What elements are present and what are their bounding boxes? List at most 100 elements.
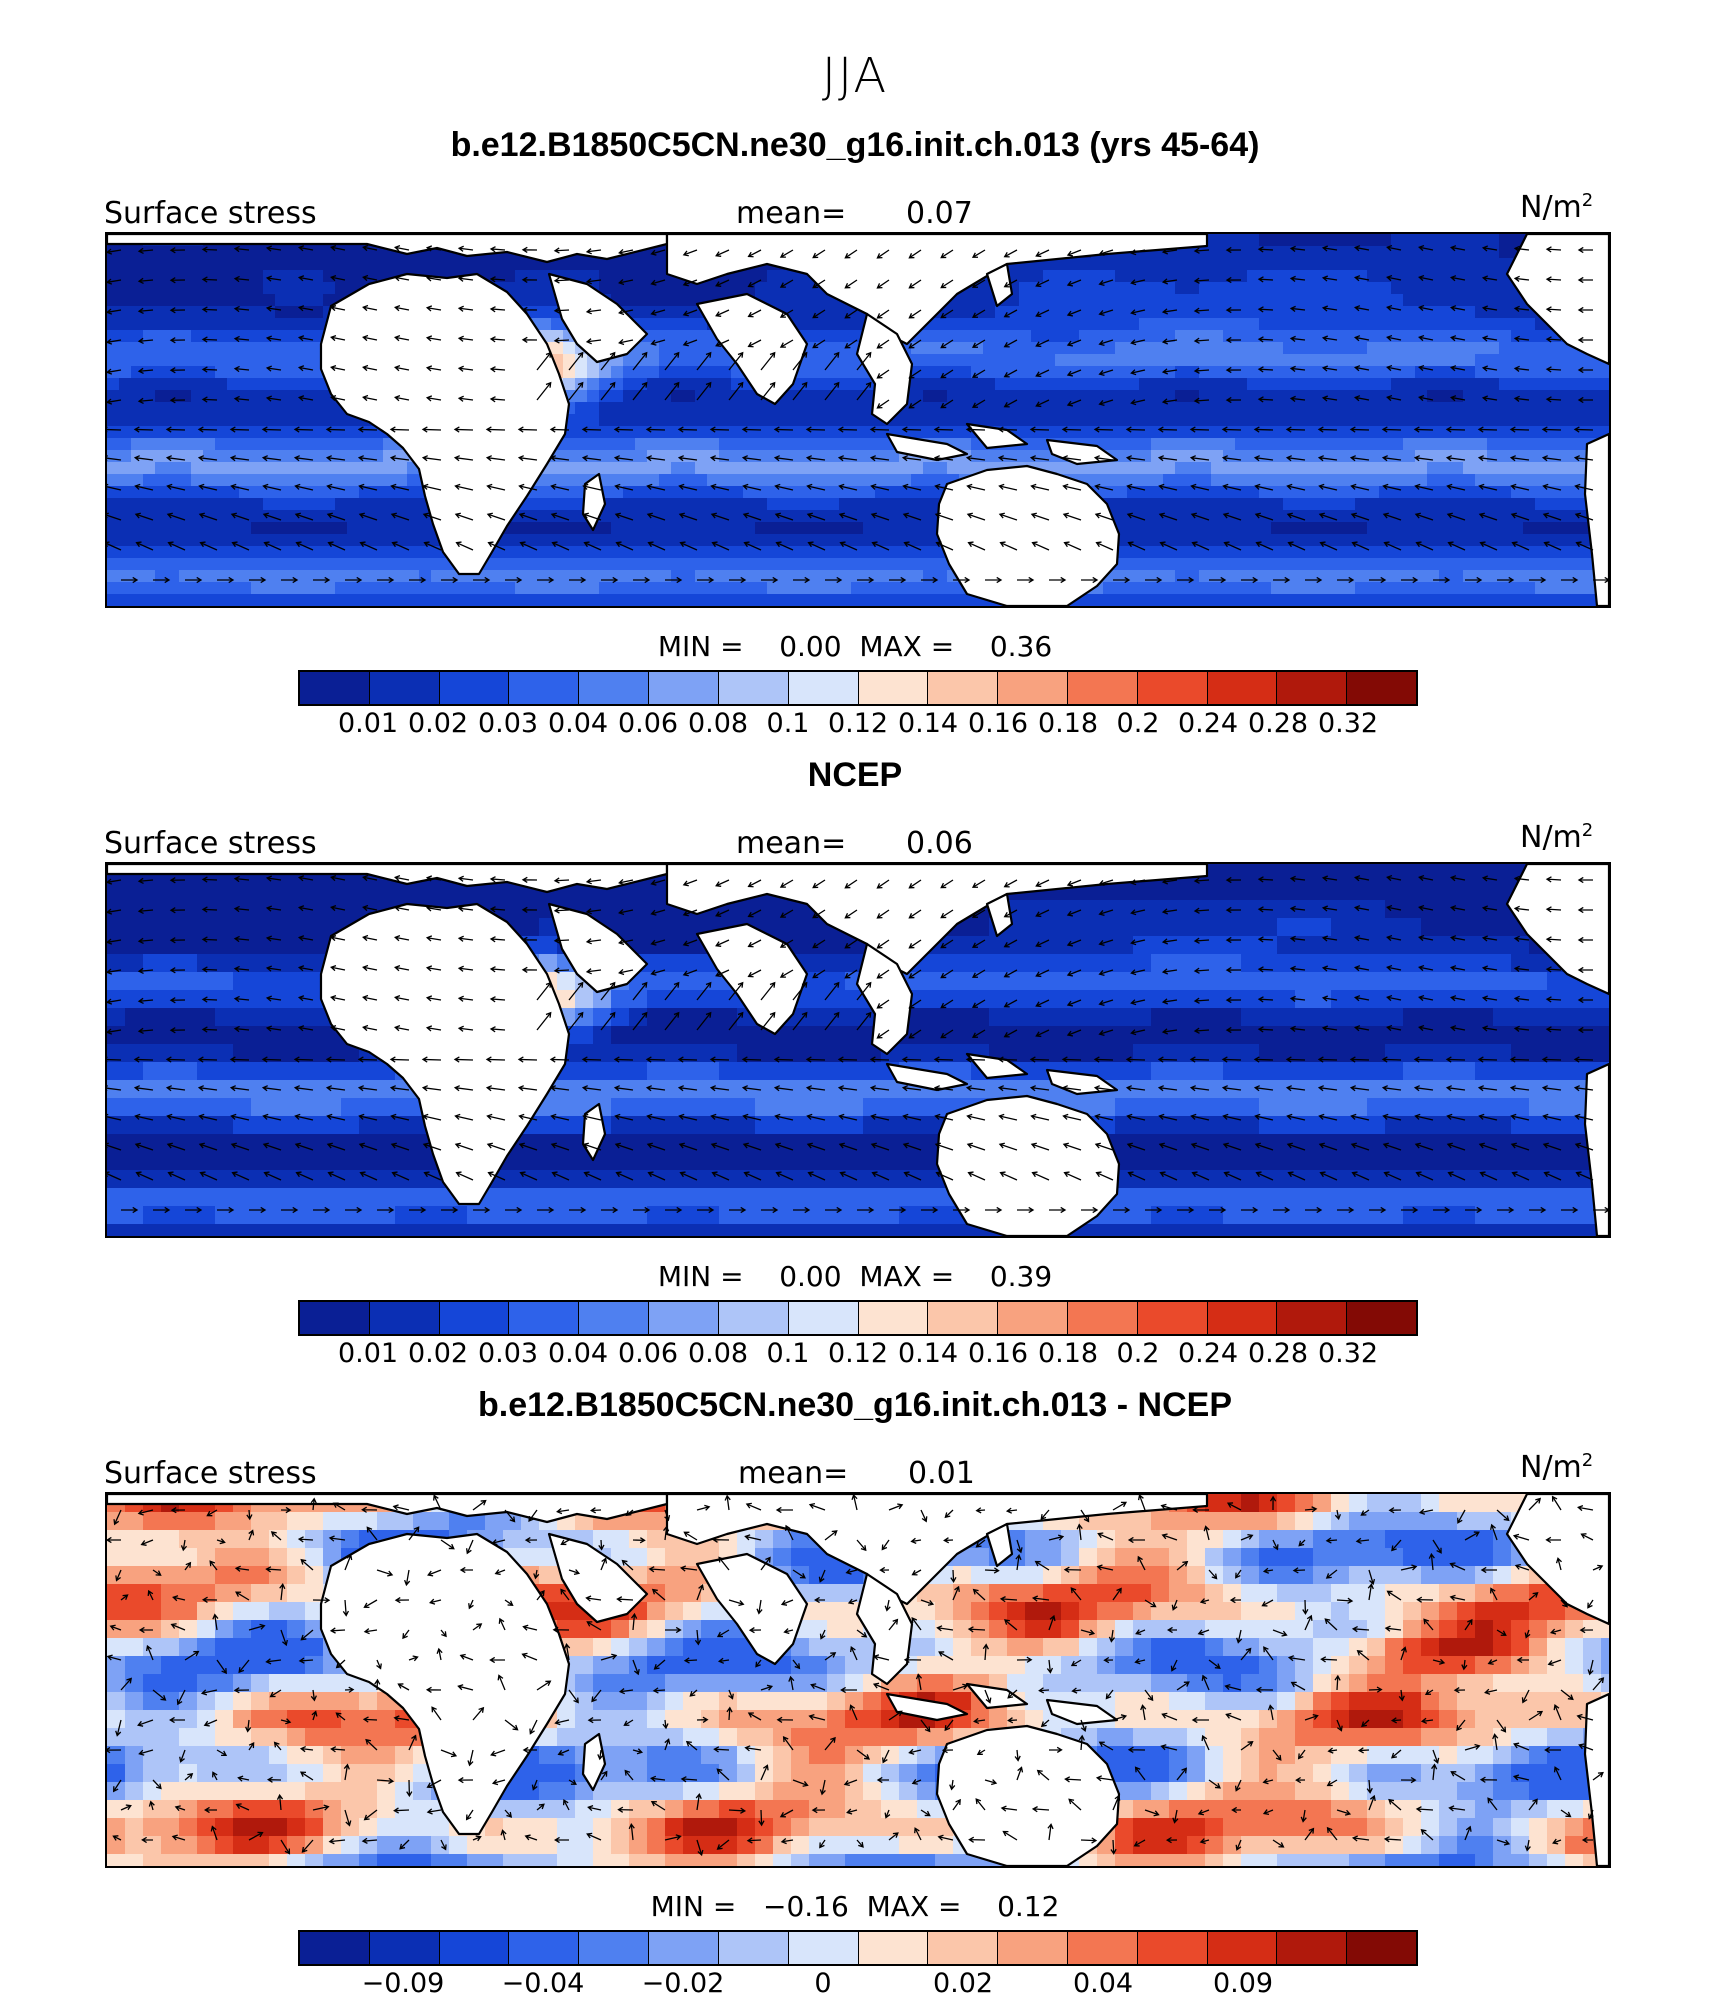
stress-arrow: [169, 307, 186, 314]
stress-arrow: [1093, 426, 1114, 433]
field-cell: [203, 594, 216, 606]
field-cell: [1115, 414, 1128, 427]
field-cell: [1307, 294, 1320, 307]
field-cell: [179, 318, 192, 331]
field-cell: [827, 342, 840, 355]
field-cell: [1403, 294, 1416, 307]
field-cell: [575, 558, 588, 571]
field-cell: [815, 522, 828, 535]
field-cell: [275, 306, 288, 319]
field-cell: [1571, 582, 1584, 595]
field-cell: [1103, 366, 1116, 379]
stress-arrow: [486, 512, 506, 521]
field-cell: [1583, 414, 1596, 427]
field-cell: [767, 462, 780, 475]
field-cell: [827, 954, 846, 973]
field-cell: [1103, 462, 1116, 475]
field-cell: [335, 534, 348, 547]
field-cell: [275, 594, 288, 606]
field-cell: [623, 510, 636, 523]
field-cell: [107, 450, 120, 463]
stress-arrow: [1225, 306, 1242, 314]
stress-arrow: [1287, 541, 1306, 551]
field-cell: [179, 582, 192, 595]
field-cell: [1535, 594, 1548, 606]
stress-arrow: [1003, 339, 1018, 348]
stress-arrow: [134, 483, 154, 491]
field-cell: [1097, 900, 1116, 919]
field-cell: [311, 498, 324, 511]
stress-arrow: [1035, 369, 1050, 378]
field-cell: [155, 558, 168, 571]
field-cell: [695, 498, 708, 511]
field-cell: [1019, 378, 1032, 391]
field-cell: [851, 438, 864, 451]
field-cell: [1271, 282, 1284, 295]
field-cell: [1355, 318, 1368, 331]
field-cell: [1463, 390, 1476, 403]
field-cell: [1151, 918, 1170, 937]
field-cell: [191, 318, 204, 331]
field-cell: [1283, 594, 1296, 606]
field-cell: [251, 936, 270, 955]
stress-arrow: [940, 249, 954, 259]
stress-arrow: [1031, 541, 1050, 551]
field-cell: [155, 474, 168, 487]
field-cell: [479, 594, 492, 606]
field-cell: [1175, 474, 1188, 487]
field-cell: [1499, 558, 1512, 571]
field-cell: [1271, 330, 1284, 343]
field-cell: [1271, 270, 1284, 283]
stress-arrow: [425, 245, 442, 252]
field-cell: [1271, 462, 1284, 475]
field-cell: [347, 558, 360, 571]
stress-arrow: [715, 249, 730, 257]
field-cell: [623, 390, 636, 403]
field-cell: [1187, 402, 1200, 415]
field-cell: [1499, 522, 1512, 535]
stress-arrow: [1193, 247, 1210, 254]
field-cell: [1307, 402, 1320, 415]
stress-arrow: [1189, 426, 1210, 433]
field-cell: [911, 486, 924, 499]
field-cell: [1511, 318, 1524, 331]
field-cell: [587, 570, 600, 583]
field-cell: [1187, 918, 1206, 937]
field-cell: [1343, 354, 1356, 367]
field-cell: [1487, 498, 1500, 511]
field-cell: [1133, 900, 1152, 919]
field-cell: [1559, 474, 1572, 487]
field-cell: [215, 318, 228, 331]
field-cell: [359, 546, 372, 559]
field-cell: [1523, 354, 1536, 367]
field-cell: [131, 438, 144, 451]
stress-arrow: [169, 367, 186, 374]
stress-arrow: [581, 426, 602, 433]
stress-arrow: [394, 335, 410, 342]
field-cell: [593, 900, 612, 919]
field-cell: [1559, 570, 1572, 583]
field-cell: [1583, 426, 1596, 439]
stress-arrow: [971, 279, 986, 288]
field-cell: [1523, 534, 1536, 547]
field-cell: [239, 282, 252, 295]
field-cell: [191, 342, 204, 355]
field-cell: [1535, 486, 1548, 499]
field-cell: [563, 474, 576, 487]
stress-arrow: [618, 338, 634, 346]
field-cell: [431, 258, 444, 271]
field-cell: [251, 450, 264, 463]
field-cell: [743, 462, 756, 475]
field-cell: [203, 582, 216, 595]
field-cell: [215, 366, 228, 379]
field-cell: [1355, 510, 1368, 523]
field-cell: [1307, 330, 1320, 343]
field-cell: [971, 390, 984, 403]
field-cell: [659, 282, 672, 295]
stress-arrow: [632, 381, 648, 401]
field-cell: [1571, 486, 1584, 499]
field-cell: [1403, 522, 1416, 535]
field-cell: [1499, 318, 1512, 331]
stress-arrow: [1477, 426, 1498, 433]
field-cell: [143, 414, 156, 427]
